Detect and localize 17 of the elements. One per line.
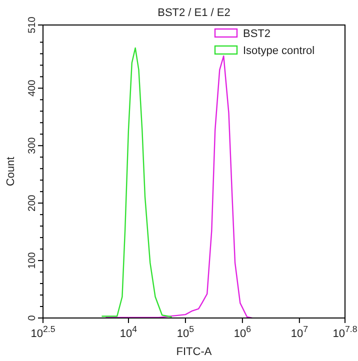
y-tick-label: 200 — [27, 194, 38, 212]
x-tick-label: 10$^{7.8}$ — [332, 324, 358, 340]
y-axis-title: Count — [5, 156, 17, 186]
x-tick-label: 10$^{2.5}$ — [30, 324, 56, 340]
x-tick-label: 10$^{4}$ — [120, 324, 138, 340]
chart-title: BST2 / E1 / E2 — [158, 7, 230, 19]
x-axis-title: FITC-A — [176, 346, 212, 358]
y-tick-label: 400 — [27, 79, 38, 97]
x-tick-label: 10$^{6}$ — [234, 324, 252, 340]
x-tick-label: 10$^{7}$ — [290, 324, 308, 340]
legend-label: BST2 — [243, 28, 271, 40]
y-tick-label: 0 — [27, 314, 38, 321]
x-tick-label: 10$^{5}$ — [176, 324, 194, 340]
legend-label: Isotype control — [243, 45, 315, 57]
y-tick-label: 300 — [27, 136, 38, 154]
y-tick-label: 510 — [27, 16, 38, 34]
y-tick-label: 100 — [27, 252, 38, 269]
